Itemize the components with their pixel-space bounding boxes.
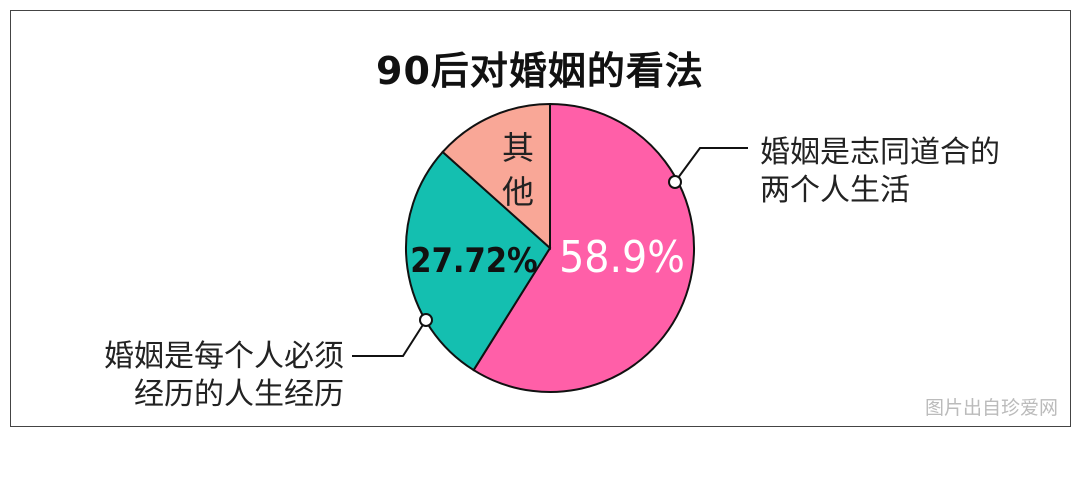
leader-line	[352, 319, 427, 357]
watermark: 图片出自珍爱网	[924, 397, 1058, 419]
label-line: 他	[502, 173, 535, 211]
label-line: 经历的人生经历	[134, 377, 344, 412]
label-slice-2: 其 他	[502, 126, 534, 214]
pie-slice	[405, 150, 552, 372]
chart-frame	[10, 10, 1071, 427]
label-slice-0: 婚姻是志同道合的 两个人生活	[760, 134, 1000, 210]
pie-slice	[472, 102, 695, 393]
label-line: 两个人生活	[760, 173, 910, 208]
label-line: 其	[502, 129, 535, 167]
label-slice-1: 婚姻是每个人必须 经历的人生经历	[64, 338, 344, 414]
leader-dot	[668, 175, 682, 189]
label-line: 婚姻是每个人必须	[104, 339, 344, 374]
data-label: 27.72%	[410, 241, 537, 281]
leader-line	[674, 147, 748, 183]
pie-slice	[441, 102, 551, 251]
chart-title: 90后对婚姻的看法	[376, 49, 704, 93]
leader-dot	[419, 313, 433, 327]
data-label: 58.9%	[559, 232, 685, 283]
label-line: 婚姻是志同道合的	[760, 135, 1000, 170]
